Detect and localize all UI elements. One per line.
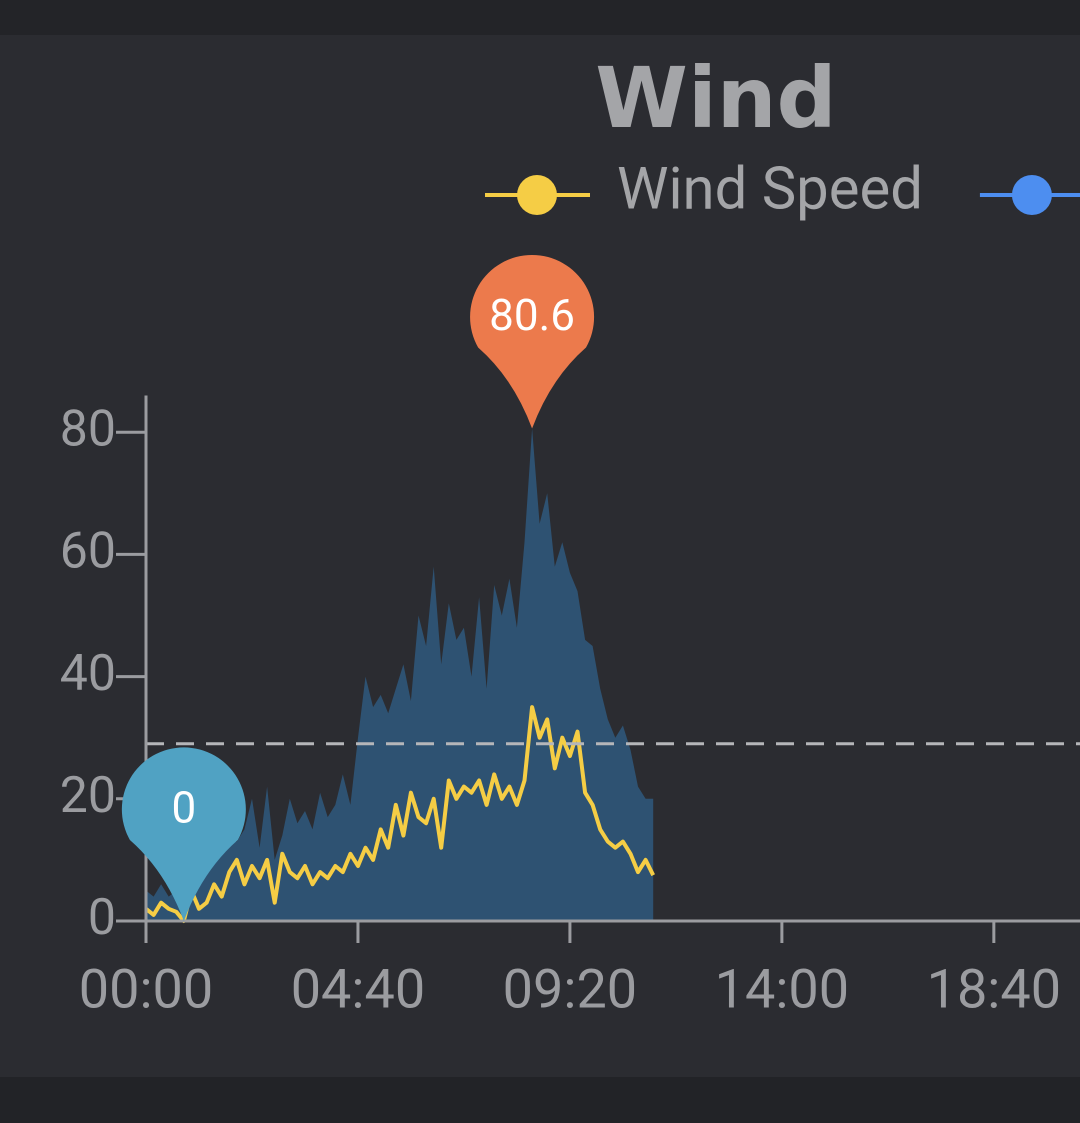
bottom-bar <box>0 1077 1080 1123</box>
y-tick-label: 20 <box>60 767 116 825</box>
x-tick-label: 00:00 <box>79 958 213 1021</box>
y-tick-label: 40 <box>60 645 116 703</box>
pin-label: 80.6 <box>489 289 575 341</box>
legend-label: Wind Speed <box>617 155 923 223</box>
y-tick-label: 60 <box>60 523 116 581</box>
y-tick-label: 80 <box>60 400 116 458</box>
x-tick-label: 18:40 <box>927 958 1061 1021</box>
pin <box>470 254 595 429</box>
series-line <box>144 705 655 923</box>
top-bar <box>0 0 1080 35</box>
pin <box>121 747 246 921</box>
y-tick-label: 0 <box>88 889 116 947</box>
x-tick-label: 14:00 <box>715 958 849 1021</box>
chart-title: Wind <box>595 49 836 147</box>
series-area <box>146 428 654 921</box>
legend-marker <box>1011 175 1052 215</box>
legend-marker <box>517 175 557 215</box>
x-tick-label: 09:20 <box>503 958 637 1021</box>
x-tick-label: 04:40 <box>291 958 425 1021</box>
pin-label: 0 <box>171 782 196 834</box>
legend: Wind Speed <box>485 155 1080 223</box>
